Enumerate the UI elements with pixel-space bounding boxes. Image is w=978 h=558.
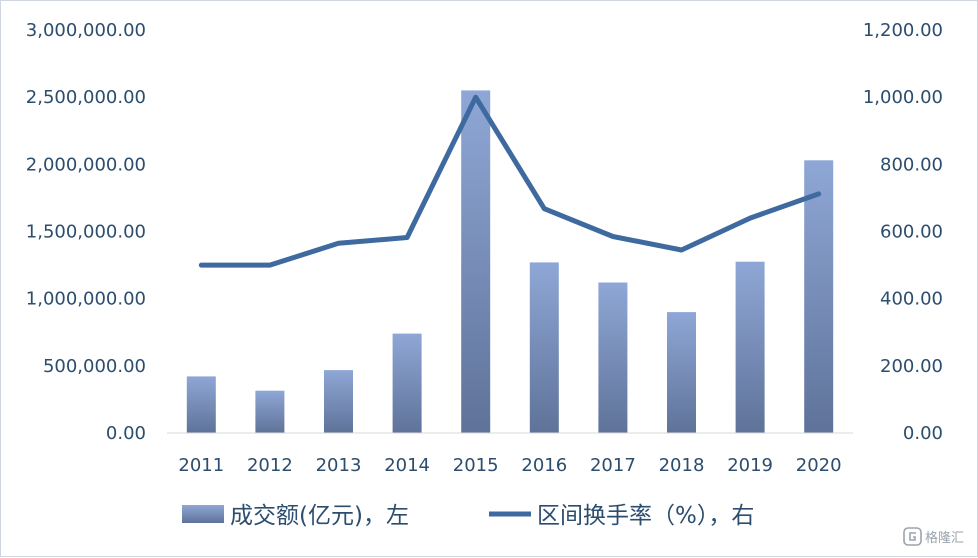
right-axis-tick-label: 0.00 [903, 423, 943, 444]
left-axis-tick-label: 1,000,000.00 [26, 289, 146, 310]
bar-2017 [598, 283, 627, 434]
logo-glyph [910, 533, 916, 540]
watermark: 格隆汇 [904, 528, 964, 546]
x-axis-tick-label: 2018 [659, 455, 705, 476]
turnover-rate-line [201, 97, 818, 265]
right-axis-tick-label: 1,200.00 [863, 20, 943, 41]
left-axis-tick-label: 0.00 [106, 423, 146, 444]
left-axis-tick-label: 1,500,000.00 [26, 222, 146, 243]
legend-bar-swatch [182, 505, 224, 523]
left-axis-tick-label: 3,000,000.00 [26, 20, 146, 41]
right-axis-tick-label: 400.00 [880, 289, 943, 310]
right-axis-tick-label: 1,000.00 [863, 87, 943, 108]
bar-2016 [530, 262, 559, 433]
bar-2019 [736, 262, 765, 433]
gelonghui-logo-icon [904, 528, 921, 545]
x-axis-tick-label: 2016 [521, 455, 567, 476]
legend-bar-label: 成交额(亿元)，左 [230, 503, 409, 529]
x-axis-tick-label: 2020 [796, 455, 842, 476]
right-axis-tick-label: 200.00 [880, 356, 943, 377]
left-axis-tick-label: 2,500,000.00 [26, 87, 146, 108]
bar-2014 [393, 334, 422, 433]
legend-line-label: 区间换手率（%），右 [537, 503, 754, 529]
right-axis-tick-label: 800.00 [880, 154, 943, 175]
x-axis-tick-label: 2017 [590, 455, 636, 476]
bar-2012 [255, 391, 284, 433]
line-layer [201, 97, 818, 265]
x-axis-tick-label: 2019 [727, 455, 773, 476]
x-axis-tick-label: 2013 [316, 455, 362, 476]
x-axis-tick-label: 2011 [178, 455, 224, 476]
x-axis-tick-label: 2014 [384, 455, 430, 476]
legend: 成交额(亿元)，左 区间换手率（%），右 [182, 503, 754, 529]
bar-2015 [461, 90, 490, 433]
watermark-text: 格隆汇 [925, 530, 964, 546]
x-axis-tick-label: 2015 [453, 455, 499, 476]
left-axis-tick-label: 2,000,000.00 [26, 154, 146, 175]
bar-2011 [187, 376, 216, 433]
right-axis-tick-label: 600.00 [880, 222, 943, 243]
bar-2020 [804, 160, 833, 433]
x-axis-tick-label: 2012 [247, 455, 293, 476]
left-axis-tick-label: 500,000.00 [43, 356, 146, 377]
bar-2013 [324, 370, 353, 433]
logo-frame [904, 528, 921, 545]
bar-2018 [667, 312, 696, 433]
